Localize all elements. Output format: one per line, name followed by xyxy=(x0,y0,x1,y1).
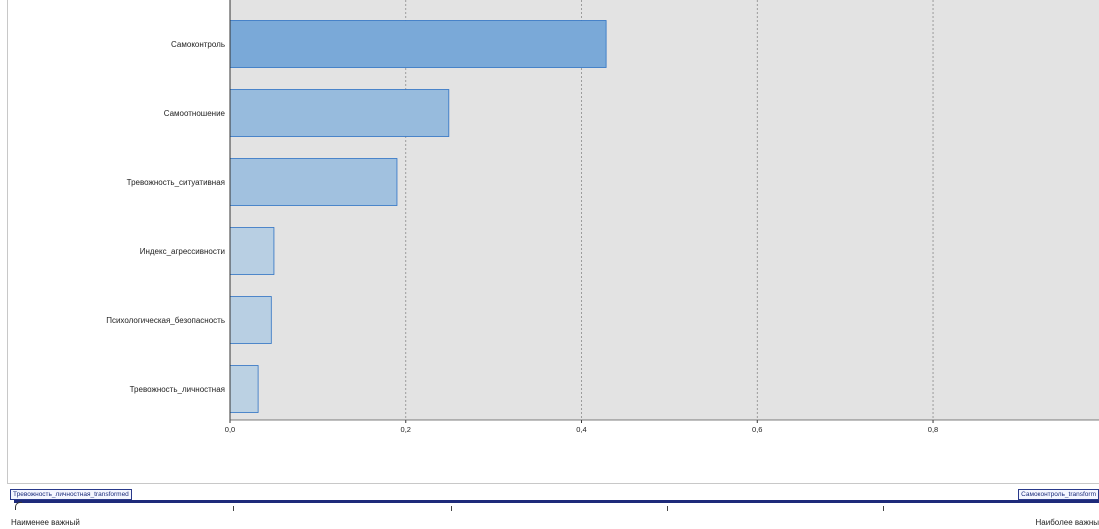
bar xyxy=(229,20,607,68)
most-important-field-label: Самоконтроль_transform xyxy=(1018,489,1099,500)
x-tick-label: 0,6 xyxy=(752,425,762,434)
category-label: Психологическая_безопасность xyxy=(106,316,225,325)
category-label: Самоконтроль xyxy=(171,40,225,49)
least-important-label: Наименее важный xyxy=(11,518,80,527)
bar xyxy=(229,296,272,344)
category-label: Тревожность_личностная xyxy=(130,385,225,394)
category-label: Индекс_агрессивности xyxy=(140,247,225,256)
x-tick-label: 0,0 xyxy=(225,425,235,434)
x-tick-label: 0,4 xyxy=(576,425,586,434)
category-label: Самоотношение xyxy=(164,109,226,118)
most-important-label: Наиболее важны xyxy=(1035,518,1099,527)
bar xyxy=(229,365,259,413)
importance-scale xyxy=(0,484,1099,529)
chart-panel: Самоконтроль Самоотношение Тревожность_сит… xyxy=(7,0,1099,484)
x-axis-ticks: 0,0 0,2 0,4 0,6 0,8 xyxy=(225,420,938,434)
bars xyxy=(229,20,607,413)
importance-slider-handle[interactable] xyxy=(15,502,22,510)
slider-tick xyxy=(451,506,452,511)
plot-area xyxy=(230,0,1099,420)
x-tick-label: 0,2 xyxy=(401,425,411,434)
slider-tick xyxy=(667,506,668,511)
slider-tick xyxy=(233,506,234,511)
bar xyxy=(229,227,275,275)
bar xyxy=(229,89,450,137)
category-label: Тревожность_ситуативная xyxy=(127,178,225,187)
category-labels: Самоконтроль Самоотношение Тревожность_сит… xyxy=(106,40,225,394)
slider-tick xyxy=(883,506,884,511)
bar xyxy=(229,158,398,206)
importance-slider-track[interactable] xyxy=(14,500,1099,503)
least-important-field-label: Тревожность_личностная_transformed xyxy=(10,489,132,500)
x-tick-label: 0,8 xyxy=(928,425,938,434)
grid-lines xyxy=(405,0,934,420)
predictor-importance-chart: Самоконтроль Самоотношение Тревожность_сит… xyxy=(106,0,1099,434)
